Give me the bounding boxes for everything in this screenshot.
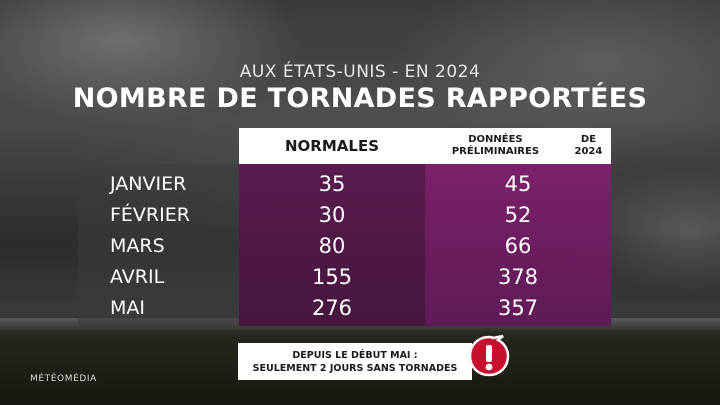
exclamation-icon (468, 334, 510, 377)
donnees-2024-value: 52 (504, 203, 532, 227)
note-box: DEPUIS LE DÉBUT MAI : SEULEMENT 2 JOURS … (238, 343, 472, 380)
table-row: JANVIER 35 45 (78, 169, 611, 199)
header-donnees-line1: DONNÉES PRÉLIMINAIRES (451, 134, 540, 157)
table-row: FÉVRIER 30 52 (78, 200, 611, 230)
note-line2: SEULEMENT 2 JOURS SANS TORNADES (252, 362, 458, 374)
donnees-2024-value: 66 (504, 234, 532, 258)
month-label: MARS (110, 235, 165, 257)
donnees-2024-value: 45 (504, 172, 532, 196)
donnees-2024-value: 378 (497, 265, 539, 289)
normales-value: 155 (311, 265, 353, 289)
meteomedia-logo: MÉTÉOMÉDIA (30, 374, 97, 384)
table-row: MAI 276 357 (78, 293, 611, 323)
donnees-2024-value: 357 (497, 296, 539, 320)
title: NOMBRE DE TORNADES RAPPORTÉES (72, 83, 648, 114)
donnees-column-background (425, 164, 611, 326)
normales-column-background (239, 164, 425, 326)
normales-value: 276 (311, 296, 353, 320)
month-label: AVRIL (110, 266, 165, 288)
tornado-table: NORMALES DONNÉES PRÉLIMINAIRES DE 2024 J… (78, 128, 611, 326)
note-line1: DEPUIS LE DÉBUT MAI : (292, 349, 418, 361)
normales-value: 30 (318, 203, 346, 227)
header-normales: NORMALES (239, 128, 425, 164)
normales-value: 80 (318, 234, 346, 258)
month-label: FÉVRIER (110, 204, 190, 226)
normales-value: 35 (318, 172, 346, 196)
table-row: AVRIL 155 378 (78, 262, 611, 292)
header-donnees-2024: DONNÉES PRÉLIMINAIRES DE 2024 (425, 128, 611, 164)
subtitle: AUX ÉTATS-UNIS - EN 2024 (239, 62, 481, 82)
header-donnees-line2: DE 2024 (574, 134, 603, 157)
month-label: MAI (110, 297, 145, 319)
table-row: MARS 80 66 (78, 231, 611, 261)
month-label: JANVIER (110, 173, 187, 195)
